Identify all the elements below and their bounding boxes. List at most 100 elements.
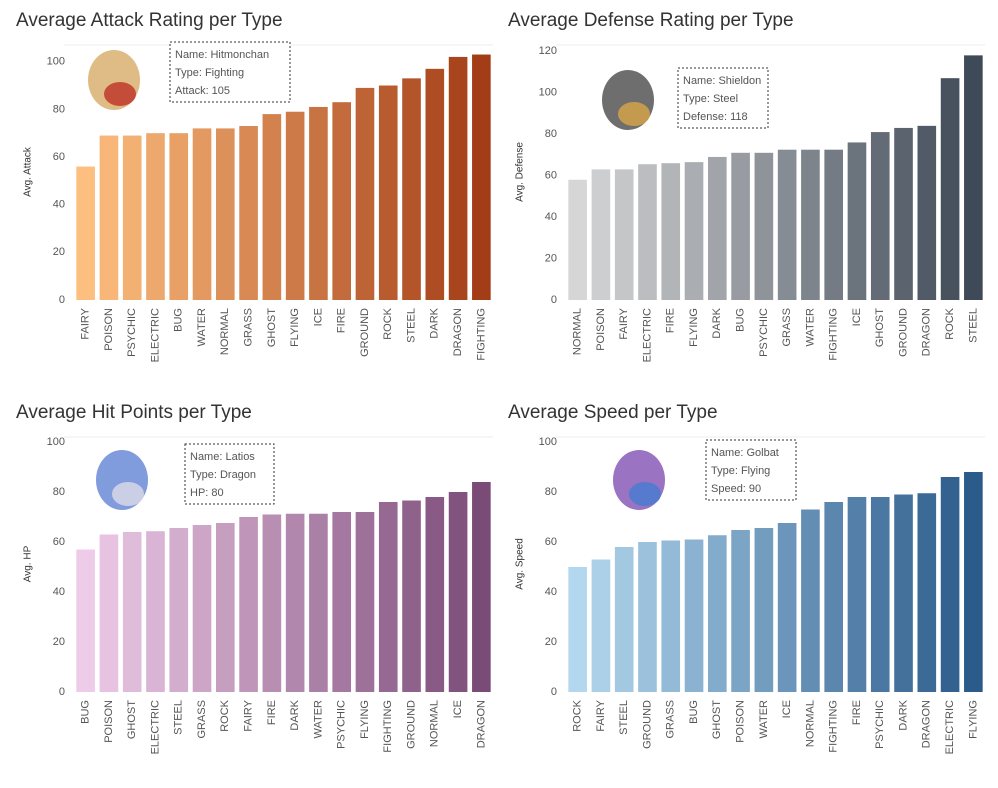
y-tick-label: 100 (539, 436, 557, 448)
bar (707, 535, 727, 692)
bar (754, 152, 774, 300)
x-tick-label: GRASS (242, 308, 254, 347)
bar (99, 534, 119, 692)
bar (824, 502, 844, 692)
bar (355, 512, 375, 692)
bar (917, 493, 937, 692)
bar (425, 68, 445, 300)
bar (378, 502, 398, 692)
y-tick-label: 0 (59, 686, 65, 698)
x-tick-label: GRASS (665, 700, 677, 739)
y-tick-label: 40 (53, 199, 65, 211)
tooltip-box (184, 443, 275, 505)
x-tick-label: GHOST (126, 700, 138, 739)
x-tick-label: GRASS (781, 308, 793, 347)
sprite (104, 82, 136, 106)
bar (472, 482, 491, 692)
x-tick-label: POISON (103, 700, 115, 743)
x-tick-label: ICE (452, 700, 464, 718)
x-tick-label: BUG (734, 308, 746, 332)
bar (448, 492, 468, 692)
y-tick-label: 60 (545, 170, 557, 182)
x-tick-label: WATER (196, 308, 208, 347)
bar (402, 500, 421, 692)
x-tick-label: FIRE (851, 700, 863, 725)
bar (192, 525, 212, 692)
y-tick-label: 20 (53, 246, 65, 258)
x-tick-label: STEEL (173, 700, 185, 735)
y-tick-label: 40 (545, 211, 557, 223)
tooltip-line: Type: Flying (711, 465, 770, 477)
x-tick-label: NORMAL (804, 700, 816, 747)
x-tick-label: DARK (429, 307, 441, 338)
tooltip-line: Speed: 90 (711, 483, 761, 495)
bar (309, 513, 328, 692)
bar (99, 135, 119, 300)
y-tick-label: 0 (551, 294, 557, 306)
y-tick-label: 80 (53, 103, 65, 115)
tooltip-line: Attack: 105 (175, 85, 230, 97)
bar (661, 163, 681, 300)
sprite (618, 102, 650, 126)
bar (777, 149, 797, 300)
tooltip-line: Defense: 118 (683, 111, 748, 123)
bar (568, 179, 587, 300)
bar (964, 55, 983, 301)
x-tick-label: ELECTRIC (149, 700, 161, 754)
x-tick-label: DRAGON (921, 700, 933, 748)
x-tick-label: ELECTRIC (944, 700, 956, 754)
y-axis-label: Avg. Speed (515, 538, 526, 590)
x-tick-label: ROCK (944, 307, 956, 339)
x-tick-label: FIGHTING (828, 700, 840, 753)
bar (262, 514, 282, 692)
bar (425, 497, 445, 692)
chart-panel: Average Defense Rating per Type 0 20 40 60 80… (508, 10, 985, 362)
bar (262, 114, 282, 300)
x-tick-label: FIGHTING (475, 308, 487, 361)
x-tick-label: PSYCHIC (758, 308, 770, 357)
bar (801, 149, 820, 300)
y-tick-label: 60 (53, 151, 65, 163)
bar (568, 567, 587, 692)
x-tick-label: BUG (173, 308, 185, 332)
bar (472, 54, 491, 300)
x-tick-label: ROCK (219, 699, 231, 731)
bar (146, 133, 165, 300)
x-tick-label: FIRE (266, 700, 278, 725)
bar (285, 111, 305, 300)
tooltip-box (677, 67, 769, 129)
bar (76, 166, 95, 300)
bar (940, 477, 960, 692)
bar (940, 78, 960, 300)
x-tick-label: GHOST (266, 308, 278, 347)
x-tick-label: FLYING (967, 700, 979, 739)
bar (847, 142, 867, 300)
x-tick-label: POISON (595, 308, 607, 351)
chart-title: Average Defense Rating per Type (508, 10, 794, 31)
bar (638, 542, 657, 692)
bar (894, 127, 913, 301)
x-tick-label: POISON (103, 308, 115, 351)
y-tick-label: 60 (545, 536, 557, 548)
y-tick-label: 40 (545, 586, 557, 598)
x-tick-label: DARK (711, 307, 723, 338)
chart-title: Average Speed per Type (508, 402, 718, 423)
bar (614, 547, 634, 692)
y-tick-label: 20 (545, 252, 557, 264)
bar (448, 56, 468, 300)
bar (847, 497, 867, 692)
x-tick-label: STEEL (405, 308, 417, 343)
bar (684, 539, 704, 692)
x-tick-label: PSYCHIC (126, 308, 138, 357)
bar (355, 87, 375, 301)
bar (824, 149, 844, 300)
tooltip-line: Name: Golbat (711, 447, 779, 459)
bar (777, 523, 797, 692)
chart-panel: Average Hit Points per Type 0 20 40 60 80 100 A… (16, 402, 493, 754)
x-tick-label: DRAGON (921, 308, 933, 356)
x-tick-label: ROCK (382, 307, 394, 339)
tooltip-line: Name: Latios (190, 451, 255, 463)
bar (661, 540, 681, 692)
bar (146, 531, 165, 692)
bar (378, 85, 398, 301)
